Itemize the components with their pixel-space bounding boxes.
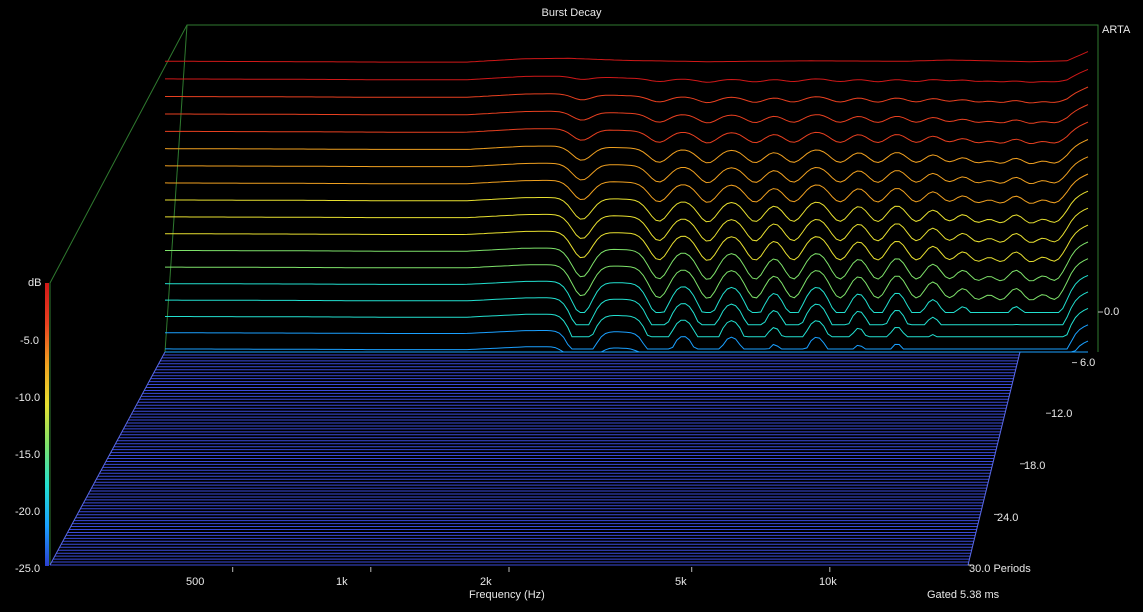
depth-tick-label: 0.0 xyxy=(1104,306,1120,318)
decay-slice-line xyxy=(165,241,1089,282)
decay-slice-line xyxy=(165,51,1089,63)
decay-slice-line xyxy=(165,224,1089,263)
z-tick-label: -25.0 xyxy=(15,563,41,575)
decay-slice-line xyxy=(164,139,1089,165)
decay-slice-line xyxy=(165,121,1089,145)
depth-tick-label: 12.0 xyxy=(1051,408,1073,420)
decay-slice-line xyxy=(164,173,1089,204)
plot-frame xyxy=(49,24,1099,565)
decay-slice-line xyxy=(165,307,1089,338)
decay-slice-line xyxy=(165,190,1089,224)
decay-slice-line xyxy=(165,340,1089,353)
z-tick-label: -5.0 xyxy=(20,335,39,347)
decay-slice-line xyxy=(164,274,1089,313)
floor-left-edge xyxy=(49,351,166,566)
z-tick-label: -20.0 xyxy=(15,506,41,518)
z-axis-label: dB xyxy=(28,277,42,289)
decay-slice-line xyxy=(165,68,1089,83)
back-wall-edge xyxy=(164,24,188,353)
x-tick-label: 2k xyxy=(480,576,492,588)
floor-right-edge xyxy=(967,351,1021,566)
x-tick-label: 1k xyxy=(336,576,348,588)
gated-note: Gated 5.38 ms xyxy=(927,589,1000,601)
x-tick-label: 5k xyxy=(675,576,687,588)
z-tick-label: -15.0 xyxy=(15,449,41,461)
x-tick-label: 10k xyxy=(819,576,837,588)
decay-slice-line xyxy=(165,324,1089,350)
decay-slice-line xyxy=(165,86,1089,104)
decay-slice-line xyxy=(165,291,1089,326)
decay-slice-line xyxy=(164,156,1089,185)
decay-slice-line xyxy=(165,207,1089,243)
depth-tick-label: 18.0 xyxy=(1024,460,1046,472)
decay-slice-line xyxy=(165,104,1089,124)
arta-logo: ARTA xyxy=(1102,24,1131,36)
z-tick-label: -10.0 xyxy=(15,392,41,404)
depth-tick-label: 24.0 xyxy=(997,512,1019,524)
depth-tick-label: 6.0 xyxy=(1080,357,1096,369)
decay-slice-line xyxy=(165,258,1089,301)
chart-title: Burst Decay xyxy=(541,7,602,19)
colorbar xyxy=(45,283,49,566)
x-axis-label: Frequency (Hz) xyxy=(469,589,545,601)
x-tick-label: 500 xyxy=(186,576,205,588)
depth-tick-label: 30.0 Periods xyxy=(969,563,1031,575)
